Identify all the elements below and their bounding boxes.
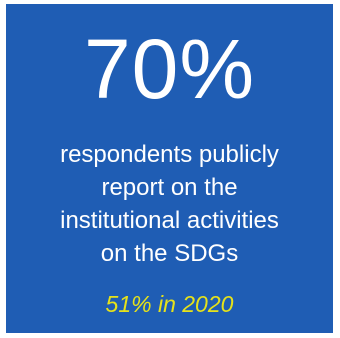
stat-description-line: institutional activities (60, 207, 279, 234)
stat-description: respondents publicly report on the insti… (6, 138, 333, 270)
stat-description-line: respondents publicly (60, 141, 279, 168)
stat-description-line: report on the (101, 174, 238, 201)
stat-comparison: 51% in 2020 (105, 291, 234, 317)
stat-description-line: on the SDGs (100, 240, 239, 267)
stat-value: 70% (83, 22, 256, 116)
stat-card: 70% respondents publicly report on the i… (6, 4, 333, 333)
